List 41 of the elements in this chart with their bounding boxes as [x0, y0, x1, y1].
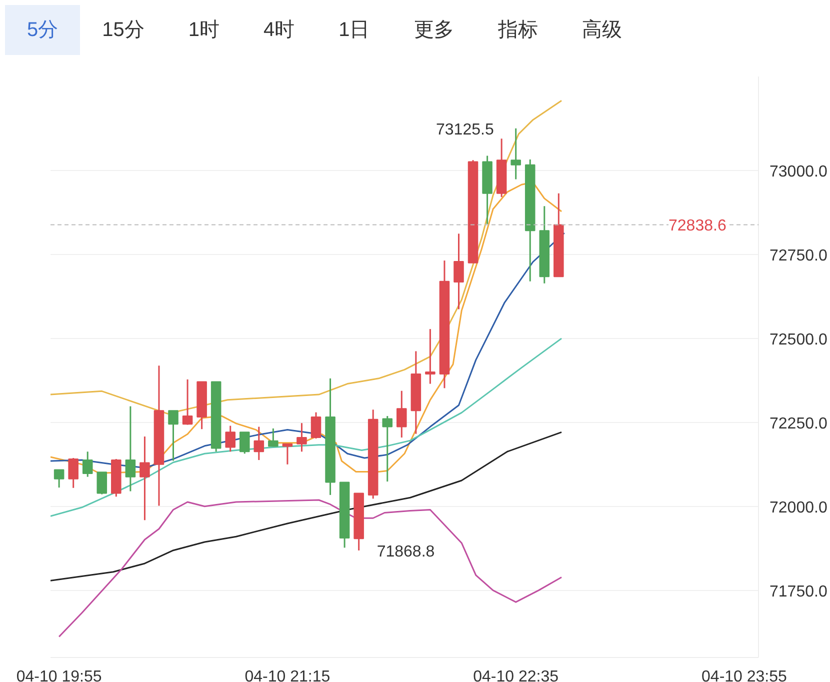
candlestick	[282, 443, 293, 466]
candlestick	[310, 412, 322, 440]
text: 4时	[262, 18, 296, 43]
candlestick	[425, 328, 436, 385]
y-tick-label: 72500.0	[770, 331, 828, 348]
x-tick-label: 04-10 22:35	[473, 668, 559, 682]
candlestick	[296, 422, 307, 452]
candlestick	[96, 471, 108, 496]
text: 1日	[338, 18, 371, 43]
x-tick-label: 04-10 23:55	[702, 668, 788, 682]
candlestick	[510, 128, 521, 180]
candlestick	[382, 415, 393, 482]
text: 更多	[412, 18, 455, 43]
y-tick-label: 72750.0	[770, 247, 828, 264]
text: 15分	[101, 18, 146, 43]
text: 1时	[187, 18, 220, 43]
candlestick	[125, 406, 136, 492]
candlestick	[182, 378, 193, 426]
candlestick	[454, 232, 464, 310]
x-tick-label: 04-10 21:15	[244, 668, 330, 682]
y-tick-label: 71750.0	[770, 583, 828, 600]
candlestick	[68, 457, 78, 489]
y-tick-label: 72250.0	[770, 415, 828, 432]
ref-line-label: 72838.6	[668, 218, 726, 235]
text: 5分	[5, 5, 80, 55]
candlestick	[225, 425, 236, 452]
x-tick-label: 04-10 19:55	[16, 668, 102, 682]
candlestick	[140, 436, 150, 521]
annotation: 71868.8	[376, 543, 435, 560]
candlestick	[254, 426, 264, 461]
candlestick	[396, 390, 407, 438]
candlestick	[268, 428, 278, 448]
candlestick	[54, 469, 64, 488]
candlestick	[168, 410, 178, 462]
text: 高级	[580, 18, 623, 43]
annotation: 73125.5	[436, 121, 494, 138]
candlestick	[82, 450, 93, 478]
candlestick	[239, 431, 250, 454]
y-tick-label: 72000.0	[770, 499, 828, 516]
text: 指标	[496, 18, 539, 43]
y-tick-label: 73000.0	[770, 164, 828, 181]
